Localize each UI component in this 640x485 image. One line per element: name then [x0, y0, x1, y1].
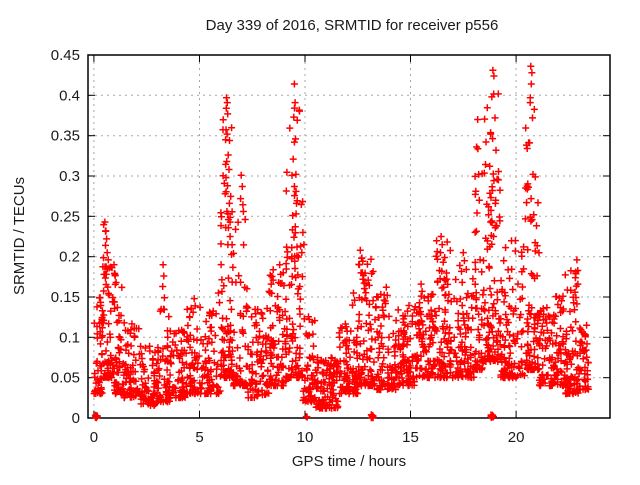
- scatter-points: [90, 62, 592, 422]
- y-tick-label: 0.15: [51, 289, 80, 306]
- y-tick-label: 0.2: [59, 249, 80, 266]
- y-tick-label: 0.35: [51, 128, 80, 145]
- x-tick-label: 20: [508, 429, 525, 446]
- y-tick-label: 0.3: [59, 168, 80, 185]
- x-axis-label: GPS time / hours: [292, 453, 406, 470]
- x-tick-label: 15: [402, 429, 419, 446]
- x-tick-label: 0: [90, 429, 98, 446]
- y-tick-label: 0: [72, 410, 80, 427]
- y-tick-label: 0.25: [51, 208, 80, 225]
- y-tick-label: 0.45: [51, 47, 80, 64]
- y-tick-label: 0.4: [59, 87, 80, 104]
- x-tick-label: 5: [195, 429, 203, 446]
- y-tick-label: 0.1: [59, 329, 80, 346]
- plot-border: [87, 54, 611, 419]
- x-tick-label: 10: [297, 429, 314, 446]
- y-axis-label: SRMTID / TECUs: [11, 177, 28, 295]
- chart-title: Day 339 of 2016, SRMTID for receiver p55…: [206, 17, 499, 34]
- y-tick-label: 0.05: [51, 370, 80, 387]
